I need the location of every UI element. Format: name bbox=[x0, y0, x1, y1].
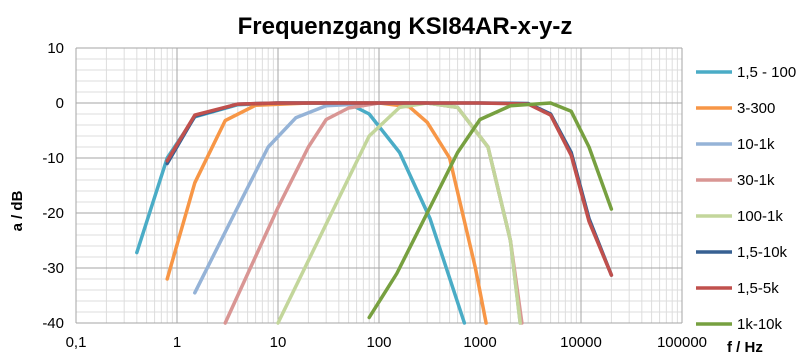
chart-title: Frequenzgang KSI84AR-x-y-z bbox=[238, 13, 573, 40]
legend-label: 100-1k bbox=[737, 208, 783, 225]
legend-label: 1k-10k bbox=[737, 316, 783, 333]
series-line-8 bbox=[367, 101, 614, 320]
legend-label: 1,5-5k bbox=[737, 280, 779, 297]
y-axis-label: a / dB bbox=[9, 190, 26, 231]
grid bbox=[75, 47, 683, 324]
legend: 1,5 - 100 3-300 10-1k 30-1k 100-1k 1,5-10k 1,5… bbox=[696, 64, 796, 333]
x-tick-label: 1 bbox=[173, 334, 181, 351]
x-tick-label: 10 bbox=[270, 334, 287, 351]
y-tick-label: 0 bbox=[56, 95, 64, 112]
y-tick-label: -20 bbox=[42, 205, 64, 222]
x-tick-label: 0,1 bbox=[66, 334, 87, 351]
x-axis-label: f / Hz bbox=[727, 339, 763, 356]
y-tick-label: 10 bbox=[47, 40, 64, 57]
x-tick-label: 100000 bbox=[657, 334, 707, 351]
legend-label: 3-300 bbox=[737, 100, 775, 117]
y-tick-label: -10 bbox=[42, 150, 64, 167]
legend-label: 1,5 - 100 bbox=[737, 64, 796, 81]
series-lines bbox=[135, 101, 614, 325]
x-tick-label: 10000 bbox=[560, 334, 602, 351]
x-tick-label: 1000 bbox=[463, 334, 496, 351]
y-tick-label: -40 bbox=[42, 315, 64, 332]
y-tick-label: -30 bbox=[42, 260, 64, 277]
series-line-6 bbox=[165, 101, 614, 277]
x-tick-label: 100 bbox=[366, 334, 391, 351]
legend-label: 30-1k bbox=[737, 172, 775, 189]
legend-label: 1,5-10k bbox=[737, 244, 788, 261]
series-line-7 bbox=[165, 101, 614, 277]
legend-label: 10-1k bbox=[737, 136, 775, 153]
